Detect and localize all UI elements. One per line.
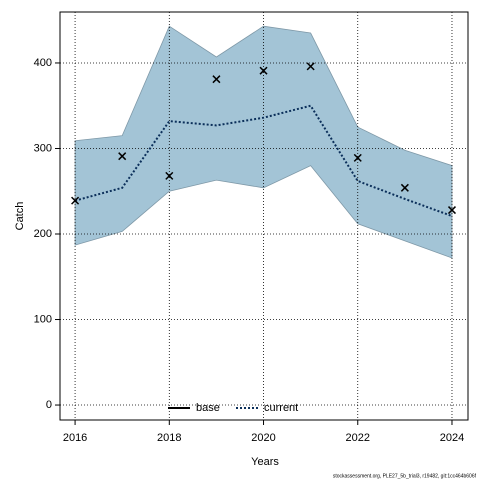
observation [353, 153, 362, 162]
y-tick-label: 400 [34, 57, 52, 69]
x-tick-label: 2020 [251, 432, 275, 444]
observation [447, 206, 457, 215]
observation [165, 171, 174, 180]
y-axis-label: Catch [14, 202, 26, 231]
legend-label: base [196, 402, 220, 414]
plot-frame [59, 11, 469, 421]
y-tick-label: 300 [34, 142, 52, 154]
observation [71, 196, 80, 205]
x-axis-label: Years [251, 456, 279, 468]
observation [212, 75, 221, 84]
series-line [74, 104, 453, 217]
observation [306, 62, 315, 71]
footer: stockassessment.org, PLE27_5b_trial3, r1… [333, 473, 477, 479]
y-tick-label: 200 [34, 228, 52, 240]
y-tick-label: 0 [46, 399, 52, 411]
x-tick-label: 2022 [346, 432, 370, 444]
x-tick-label: 2024 [440, 432, 464, 444]
x-tick-label: 2018 [157, 432, 181, 444]
observation [118, 152, 127, 161]
observation [259, 66, 268, 75]
x-tick-label: 2016 [63, 432, 87, 444]
observation [400, 183, 409, 192]
y-tick-label: 100 [34, 313, 52, 325]
legend-label: current [264, 402, 298, 414]
